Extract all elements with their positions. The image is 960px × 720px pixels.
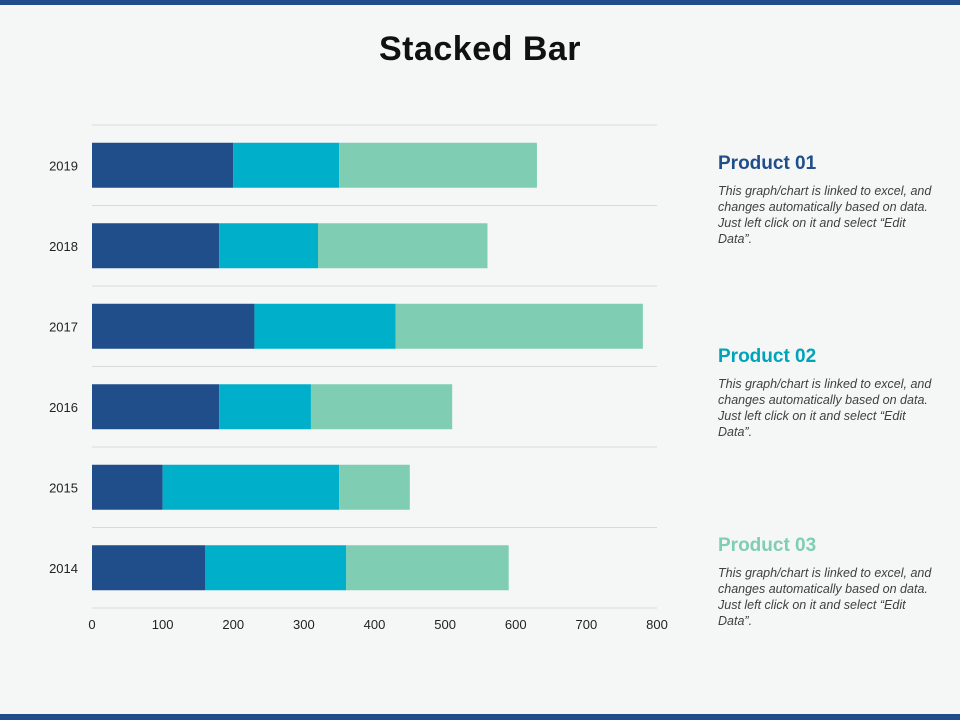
legend-text-product-03: This graph/chart is linked to excel, and… [718,566,932,628]
legend-text-product-02: This graph/chart is linked to excel, and… [718,377,932,439]
bar-2019-product-02 [233,142,340,188]
legend-title-product-01: Product 01 [718,153,817,174]
bar-2018-product-01 [92,223,220,269]
bar-2016-product-01 [92,384,220,430]
x-tick-label: 500 [434,617,456,632]
y-tick-label: 2019 [49,158,78,173]
bar-2016-product-03 [310,384,453,430]
bar-2014-product-03 [346,545,509,591]
x-tick-label: 100 [152,617,174,632]
y-tick-label: 2016 [49,400,78,415]
x-tick-label: 600 [505,617,527,632]
bar-2019-product-01 [92,142,234,188]
bar-2015-product-02 [162,464,340,510]
legend-text-product-01: This graph/chart is linked to excel, and… [718,184,932,246]
x-tick-label: 400 [364,617,386,632]
y-tick-label: 2018 [49,239,78,254]
bar-2019-product-03 [339,142,537,188]
bar-2017-product-03 [395,303,643,349]
x-tick-label: 0 [88,617,95,632]
bar-2014-product-01 [92,545,205,591]
bar-2016-product-02 [219,384,311,430]
y-tick-label: 2014 [49,561,78,576]
x-tick-label: 800 [646,617,668,632]
bar-2017-product-01 [92,303,255,349]
legend-title-product-02: Product 02 [718,346,817,367]
bottom-accent-bar [0,714,960,720]
bar-2015-product-01 [92,464,163,510]
x-tick-label: 700 [576,617,598,632]
bar-2018-product-03 [318,223,488,269]
x-tick-label: 300 [293,617,315,632]
bar-2014-product-02 [205,545,347,591]
legend-product-02: Product 02 This graph/chart is linked to… [718,346,938,440]
y-tick-label: 2017 [49,319,78,334]
x-tick-label: 200 [222,617,244,632]
chart-title: Stacked Bar [378,30,582,68]
legend-product-03: Product 03 This graph/chart is linked to… [718,535,938,629]
top-accent-bar [0,0,960,5]
bar-2018-product-02 [219,223,318,269]
legend-title-product-03: Product 03 [718,535,817,556]
legend-product-01: Product 01 This graph/chart is linked to… [718,153,938,247]
bar-2015-product-03 [339,464,410,510]
bar-2017-product-02 [254,303,396,349]
y-tick-label: 2015 [49,480,78,495]
